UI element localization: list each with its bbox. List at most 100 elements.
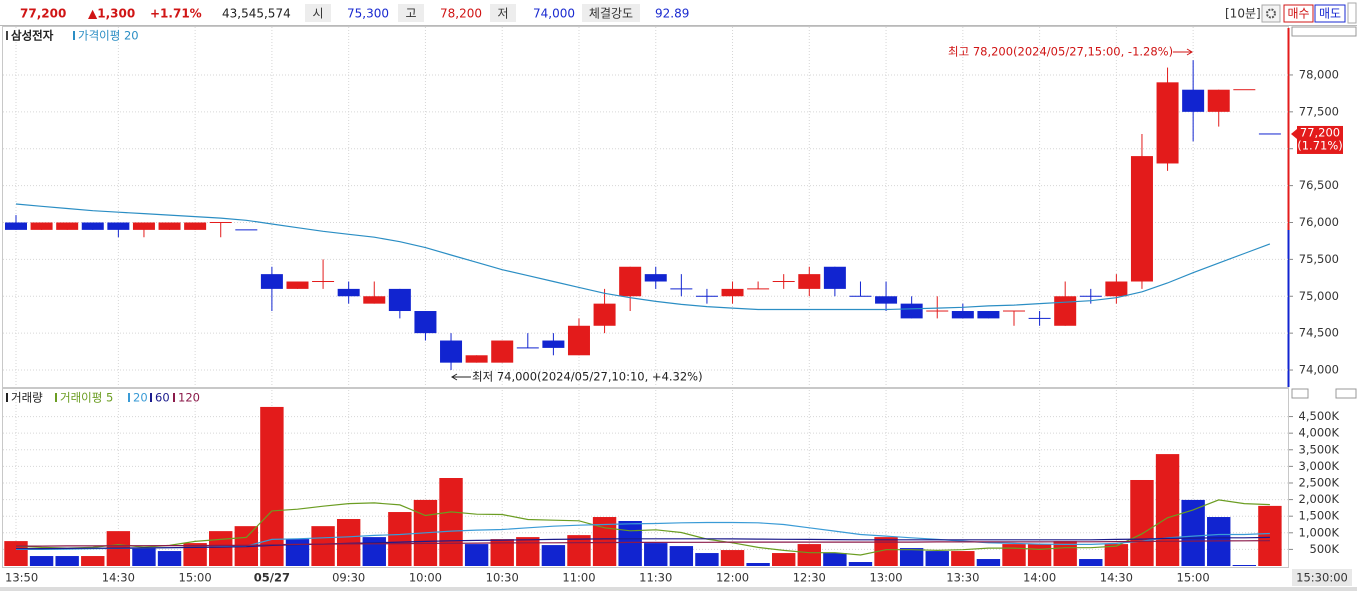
volume-bar	[772, 553, 796, 566]
legend-marker	[6, 393, 8, 402]
candle-body	[593, 303, 616, 326]
y-tick-label: 500K	[1310, 542, 1340, 556]
candle-body	[977, 311, 1000, 319]
x-tick-label: 11:30	[639, 571, 672, 585]
legend-label: 거래량	[11, 391, 43, 405]
volume-bar	[157, 551, 182, 566]
volume-average-line	[15, 536, 1270, 550]
price-change-pct: +1.71%	[150, 7, 202, 21]
candle-body	[695, 295, 718, 297]
volume-bar	[311, 526, 335, 566]
volume-bar	[618, 521, 642, 566]
volume-bar	[874, 537, 898, 566]
strength-value: 92.89	[655, 7, 689, 21]
volume-average-line	[16, 540, 1270, 547]
candle-body	[1003, 310, 1026, 312]
candle-body	[158, 222, 181, 230]
volume-bar	[1002, 544, 1026, 566]
y-tick-label: 4,000K	[1299, 426, 1340, 440]
candle-body	[1156, 82, 1179, 164]
label-box	[582, 4, 640, 22]
panel-tools[interactable]	[1335, 388, 1357, 399]
volume-bar	[746, 563, 770, 566]
interval-button[interactable]: [10분]	[1225, 7, 1261, 21]
volume-bar	[848, 562, 873, 566]
legend-marker	[173, 393, 175, 402]
volume-bar	[209, 531, 233, 566]
settings-button[interactable]	[1261, 4, 1281, 23]
volume-bar	[1181, 499, 1205, 566]
high-annotation: 최고 78,200(2024/05/27,15:00, -1.28%)	[948, 45, 1173, 59]
legend-marker	[150, 393, 152, 402]
volume-bar	[260, 406, 284, 566]
candle-body	[465, 355, 488, 363]
x-tick-label: 12:00	[716, 571, 749, 585]
volume-bar	[516, 537, 540, 566]
x-tick-label: 10:00	[409, 571, 442, 585]
volume-average-line	[15, 499, 1270, 556]
y-tick-label: 75,000	[1299, 289, 1339, 303]
legend-label: 120	[178, 391, 200, 405]
volume-bar	[720, 550, 745, 566]
volume-bar	[336, 519, 361, 566]
volume-bar	[29, 556, 54, 566]
candle-body	[30, 222, 53, 230]
y-tick-label: 4,500K	[1299, 409, 1340, 423]
candle-body	[1054, 296, 1077, 326]
x-tick-label: 10:30	[486, 571, 519, 585]
volume-bar	[4, 541, 28, 566]
candle-body	[1258, 133, 1281, 135]
legend-marker	[6, 31, 8, 40]
candle-body	[337, 288, 360, 297]
total-volume: 43,545,574	[222, 7, 291, 21]
settings-icon	[1266, 8, 1276, 19]
volume-bar	[823, 553, 847, 566]
volume-bar	[132, 548, 156, 566]
x-tick-label: 15:00	[1177, 571, 1210, 585]
x-tick-label: 14:30	[102, 571, 135, 585]
low-arrow-head	[451, 373, 458, 381]
candle-body	[491, 340, 514, 363]
candle-body	[900, 303, 923, 319]
candle-body	[567, 325, 590, 356]
volume-bar	[1079, 559, 1103, 566]
high-price: 78,200	[440, 7, 482, 21]
volume-bar	[55, 556, 79, 566]
candle-body	[721, 288, 744, 297]
candle-body	[670, 288, 693, 290]
scrollbar[interactable]	[0, 587, 1357, 591]
candle-body	[875, 296, 898, 304]
legend-label: 60	[155, 391, 170, 405]
window-close[interactable]	[1347, 2, 1357, 24]
legend-label: 가격이평 20	[78, 29, 139, 43]
legend-label: 20	[133, 391, 148, 405]
candle-body	[414, 311, 437, 334]
current-price: 77,200	[20, 7, 66, 21]
x-tick-label: 13:00	[869, 571, 902, 585]
volume-bar	[925, 551, 949, 566]
candle-body	[1233, 89, 1256, 91]
candle-body	[951, 311, 974, 319]
open-label: 시	[312, 7, 323, 21]
candle-body	[388, 288, 411, 312]
label-box	[305, 4, 331, 22]
panel-tools[interactable]	[1291, 388, 1309, 399]
volume-bar	[1130, 479, 1154, 566]
buy-button[interactable]	[1283, 4, 1314, 23]
legend-label: 거래이평 5	[60, 391, 113, 405]
volume-bar	[541, 545, 566, 566]
strength-label: 체결강도	[589, 7, 633, 21]
sell-label: 매도	[1319, 7, 1341, 21]
candle-body	[772, 281, 795, 283]
candle-body	[1182, 89, 1205, 112]
panel-tools[interactable]	[1291, 26, 1357, 37]
volume-bar	[797, 544, 821, 566]
sell-button[interactable]	[1314, 4, 1346, 23]
candle-body	[363, 296, 386, 304]
moving-average-line	[15, 203, 1271, 311]
label-box	[398, 4, 424, 22]
legend-marker	[73, 31, 75, 40]
candle-body	[1028, 317, 1051, 319]
candle-body	[286, 281, 309, 289]
